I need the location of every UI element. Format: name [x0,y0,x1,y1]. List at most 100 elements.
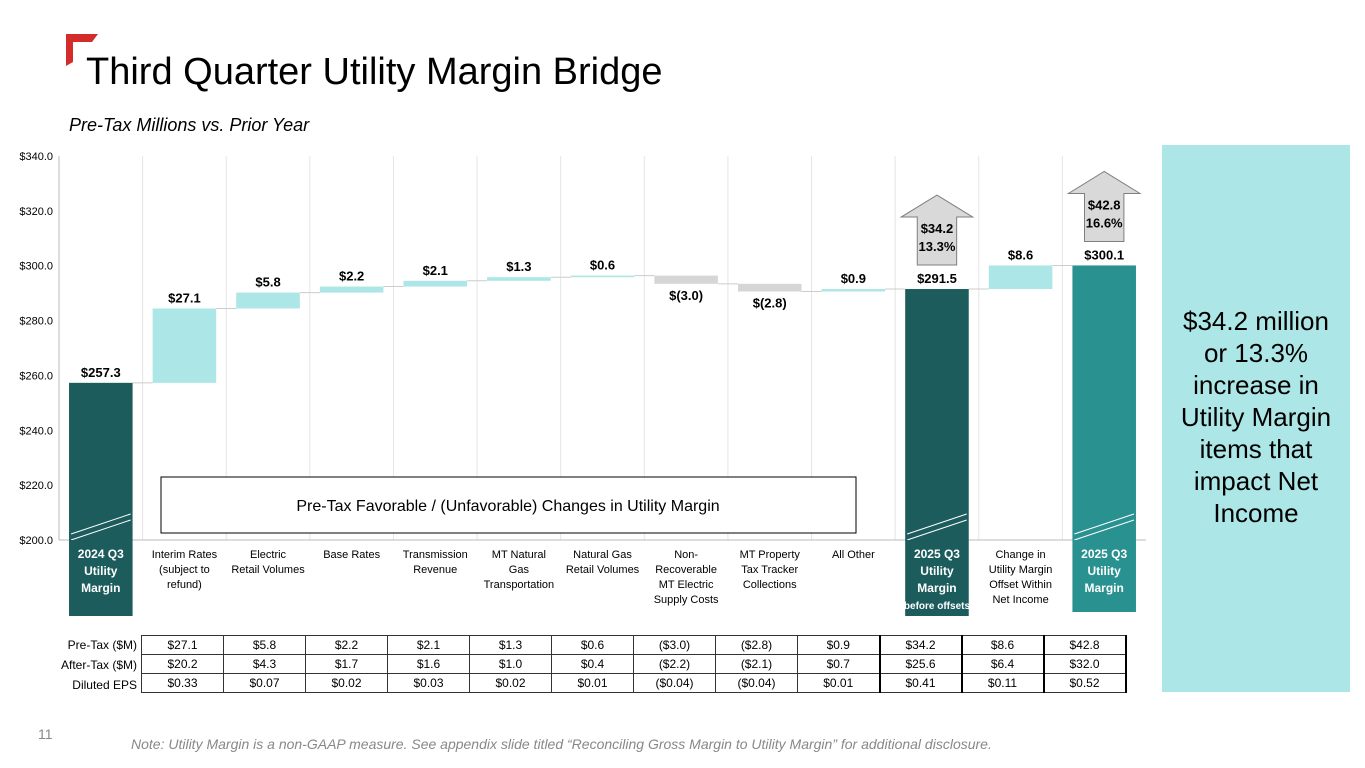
bar-total [1072,265,1136,540]
bar-delta [988,265,1053,290]
category-label: MT Property [740,549,801,561]
category-label: Net Income [992,594,1048,606]
table-cell: $8.6 [961,635,1044,655]
category-label: Margin [81,581,120,595]
table-cell: ($2.8) [715,635,798,655]
table-cell: $0.52 [1042,673,1127,693]
increase-amount: $34.2 [921,221,954,236]
table-cell: $20.2 [141,654,224,674]
bar-delta [821,289,886,292]
table-cell: ($0.04) [715,673,798,693]
table-cell: $0.01 [797,673,880,693]
category-label: Change in [995,549,1045,561]
category-label: 2025 Q3 [1081,547,1127,561]
category-label: All Other [832,549,875,561]
axis-break-line [907,519,967,541]
data-label: $1.3 [506,259,531,274]
data-label: $0.6 [590,258,615,273]
data-label: $300.1 [1084,247,1124,262]
table-cell: $25.6 [878,654,963,674]
table-cell: $6.4 [961,654,1044,674]
data-label: $291.5 [917,271,957,286]
increase-arrow-icon [899,194,975,266]
category-label: Revenue [413,564,457,576]
category-label: Margin [1085,581,1124,595]
bar-delta [570,275,635,278]
axis-break-line [70,513,131,535]
category-label: (before offsets) [901,601,974,612]
data-label: $2.1 [423,263,448,278]
table-cell: $0.02 [469,673,552,693]
category-label: 2024 Q3 [78,547,124,561]
axis-break-line [907,513,967,535]
bar-total [905,289,969,540]
category-label: Collections [743,579,797,591]
table-row-eps: $0.33 $0.07 $0.02 $0.03 $0.02 $0.01 ($0.04) ($0… [141,673,1127,693]
category-label: Transmission [403,549,468,561]
category-label: Recoverable [655,564,717,576]
page-subtitle: Pre-Tax Millions vs. Prior Year [69,115,310,135]
y-tick-label: $280.0 [19,316,53,328]
y-tick-label: $340.0 [19,151,53,163]
row-header-diluted-eps: Diluted EPS [72,678,137,692]
table-cell: $1.0 [469,654,552,674]
y-tick-label: $220.0 [19,480,53,492]
table-cell: $4.3 [223,654,306,674]
bar-delta [319,286,384,293]
data-label: $5.8 [255,275,280,290]
category-label: Gas [509,564,530,576]
category-label: Retail Volumes [231,564,305,576]
table-cell: $32.0 [1042,654,1127,674]
table-cell: $1.7 [305,654,388,674]
callout-text: $34.2 million or 13.3% increase in Utili… [1180,306,1332,528]
category-label: MT Natural [492,549,546,561]
y-tick-label: $320.0 [19,206,53,218]
table-cell: $27.1 [141,635,224,655]
data-label: $257.3 [81,365,121,380]
table-cell: $0.11 [961,673,1044,693]
annotation-box [160,476,857,534]
row-header-after-tax: After-Tax ($M) [60,658,137,672]
y-tick-label: $260.0 [19,370,53,382]
table-cell: ($0.04) [633,673,716,693]
table-cell: $0.01 [551,673,634,693]
bar-delta [737,283,802,292]
table-cell: $0.4 [551,654,634,674]
category-label-box [905,540,969,616]
table-row-after-tax: $20.2 $4.3 $1.7 $1.6 $1.0 $0.4 ($2.2) ($2.1) $0.… [141,654,1127,674]
bar-delta [403,280,468,287]
bar-delta [654,275,718,284]
bar-total [69,382,133,540]
footnote: Note: Utility Margin is a non-GAAP measu… [131,736,992,752]
category-label: Transportation [484,579,555,591]
axis-break-line [1074,513,1135,535]
brand-corner-icon [66,34,98,66]
category-label: Utility [920,564,954,578]
table-cell: $5.8 [223,635,306,655]
category-label: Retail Volumes [566,564,640,576]
increase-amount: $42.8 [1088,197,1121,212]
data-label: $8.6 [1008,247,1033,262]
axis-break-line [1074,519,1135,541]
table-cell: $34.2 [878,635,963,655]
category-label: Utility [84,564,118,578]
data-label: $0.9 [841,271,866,286]
table-cell: $0.41 [878,673,963,693]
table-cell: $0.7 [797,654,880,674]
category-label: (subject to [159,564,210,576]
category-label: Tax Tracker [741,564,798,576]
row-header-pre-tax: Pre-Tax ($M) [67,638,137,652]
y-tick-label: $240.0 [19,425,53,437]
table-cell: $0.07 [223,673,306,693]
bar-delta [152,308,217,383]
category-label: Non- [674,549,698,561]
table-cell: $1.6 [387,654,470,674]
category-label: Natural Gas [573,549,632,561]
table-cell: $0.02 [305,673,388,693]
table-cell: $0.33 [141,673,224,693]
table-cell: $42.8 [1042,635,1127,655]
table-cell: ($2.1) [715,654,798,674]
data-label: $(3.0) [669,288,703,303]
results-table: $27.1 $5.8 $2.2 $2.1 $1.3 $0.6 ($3.0) ($2.8) $0.… [141,635,1127,693]
table-cell: ($2.2) [633,654,716,674]
